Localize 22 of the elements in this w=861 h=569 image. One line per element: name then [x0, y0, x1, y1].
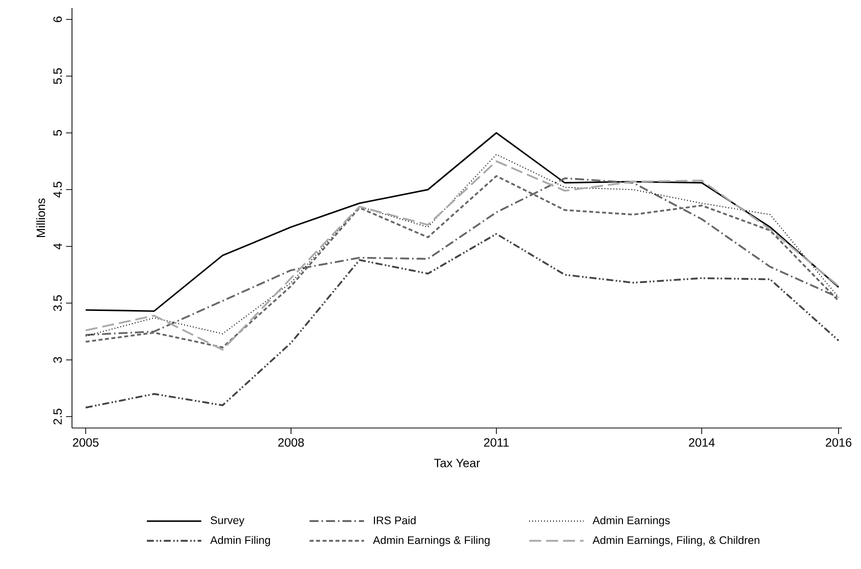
- x-tick-label: 2014: [688, 438, 715, 447]
- legend-label: Admin Earnings, Filing, & Children: [592, 536, 760, 546]
- y-tick-label: 4: [54, 243, 62, 250]
- legend-label: Admin Earnings & Filing: [372, 536, 490, 546]
- line-series: [84, 232, 840, 408]
- y-axis-title: Millions: [36, 198, 46, 238]
- y-tick-label: 5: [53, 130, 62, 136]
- y-tick-label: 2.5: [53, 408, 62, 424]
- x-tick-label: 2016: [826, 438, 852, 447]
- y-tick-label: 3: [53, 357, 62, 363]
- legend-label: IRS Paid: [374, 516, 416, 524]
- legend-label: Admin Filing: [210, 536, 270, 546]
- legend-label: Admin Earnings: [592, 516, 670, 526]
- y-tick-label: 3.5: [53, 295, 62, 312]
- x-tick-label: 2005: [72, 438, 99, 447]
- x-axis-title: Tax Year: [434, 458, 480, 468]
- x-tick-label: 2008: [278, 438, 304, 447]
- y-tick-label: 5.5: [53, 68, 62, 84]
- y-tick-label: 6: [53, 16, 62, 22]
- y-tick-label: 4.5: [53, 182, 62, 198]
- legend-label: Survey: [210, 516, 244, 526]
- x-tick-label: 2011: [484, 438, 509, 447]
